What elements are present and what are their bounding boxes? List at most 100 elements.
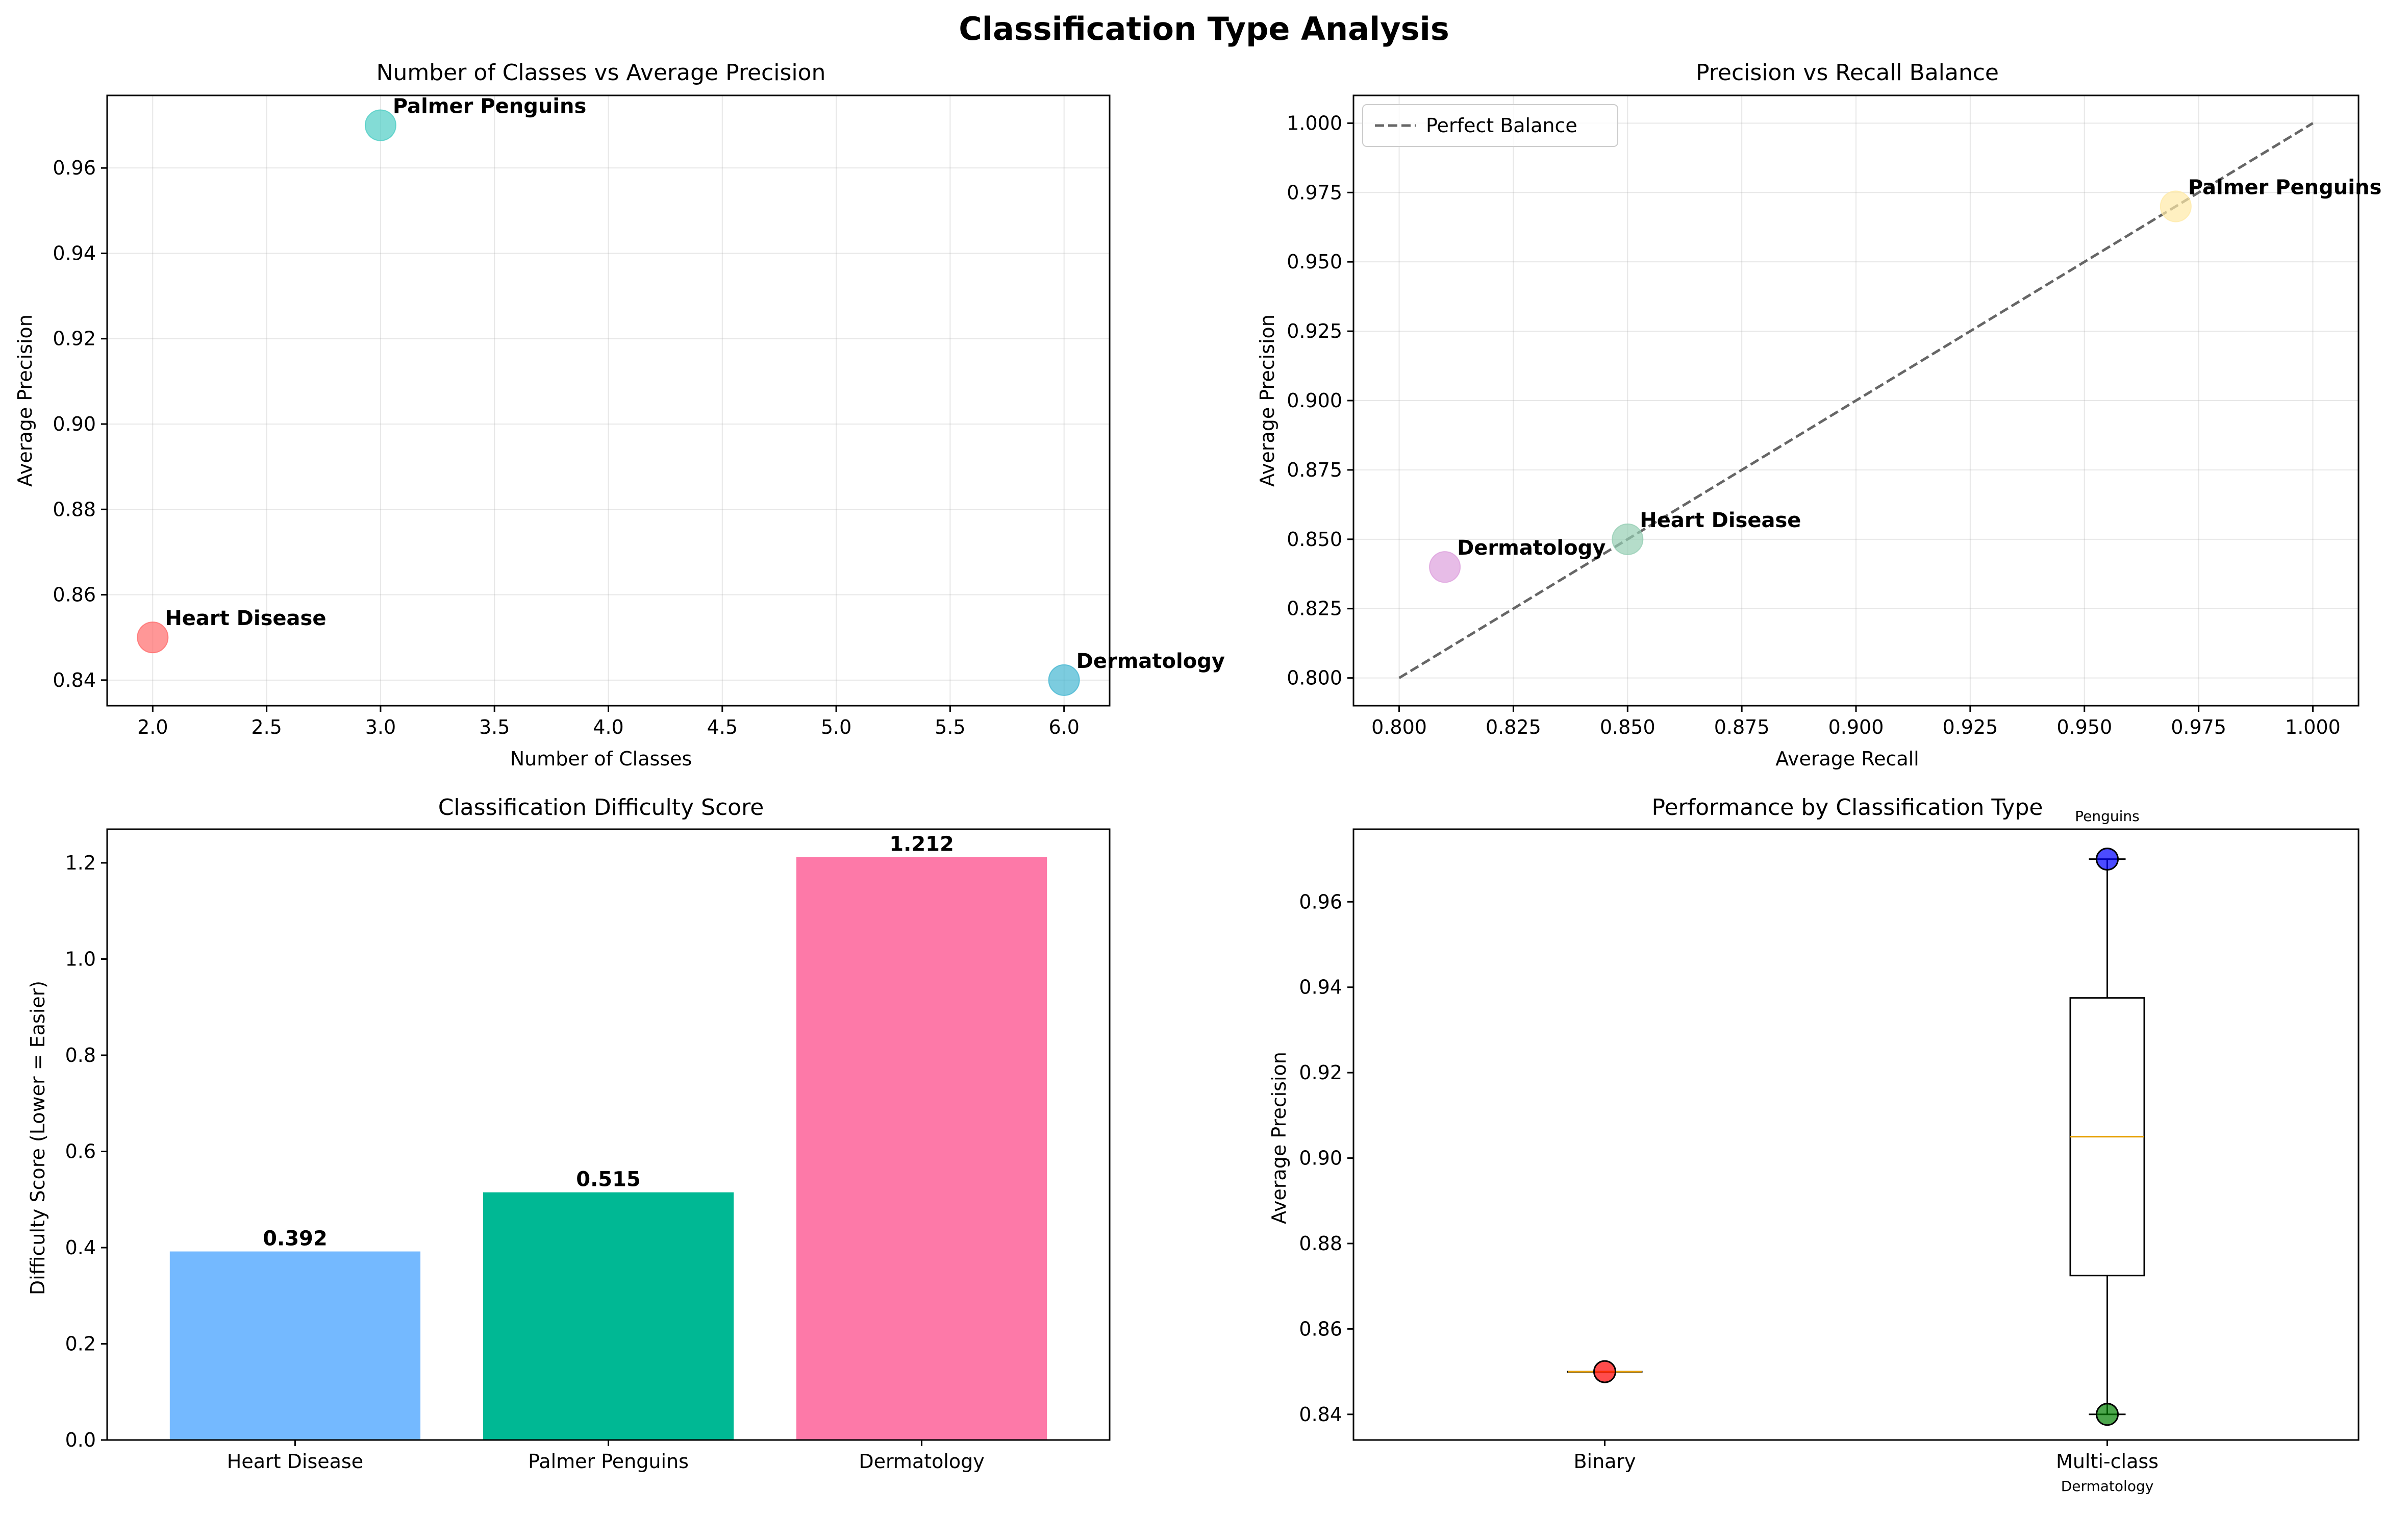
scatter-classes-point bbox=[137, 622, 169, 654]
scatter-classes-xtick-label: 5.5 bbox=[935, 716, 965, 738]
scatter-balance-ytick-label: 0.950 bbox=[1287, 251, 1342, 273]
scatter-balance-xtick-label: 0.850 bbox=[1600, 716, 1655, 738]
scatter-classes-point-label: Palmer Penguins bbox=[393, 95, 586, 118]
scatter-classes-panel: Number of Classes vs Average Precision N… bbox=[14, 60, 1225, 770]
bar-difficulty-category-label: Dermatology bbox=[859, 1450, 984, 1473]
box-type-title: Performance by Classification Type bbox=[1652, 794, 2043, 821]
bar-difficulty-ytick-label: 0.6 bbox=[65, 1140, 96, 1162]
bar-difficulty-ytick-label: 1.0 bbox=[65, 948, 96, 970]
scatter-balance-ytick-label: 0.900 bbox=[1287, 389, 1342, 412]
bar-difficulty-ytick-label: 0.8 bbox=[65, 1044, 96, 1066]
bar-difficulty-ytick-label: 0.4 bbox=[65, 1236, 96, 1259]
bar-difficulty-ytick-label: 0.2 bbox=[65, 1332, 96, 1355]
box-type-ytick-label: 0.86 bbox=[1299, 1318, 1342, 1340]
scatter-classes-axes-frame bbox=[106, 94, 1111, 707]
scatter-classes-xlabel: Number of Classes bbox=[510, 748, 692, 770]
bar-difficulty-value-label: 0.515 bbox=[576, 1168, 641, 1191]
scatter-balance-xlabel: Average Recall bbox=[1775, 748, 1919, 770]
box-type-ytick-label: 0.84 bbox=[1299, 1403, 1342, 1426]
scatter-balance-point bbox=[1429, 551, 1461, 583]
scatter-balance-point-label: Heart Disease bbox=[1640, 509, 1801, 532]
bar-difficulty-category-label: Palmer Penguins bbox=[528, 1450, 689, 1473]
scatter-classes-xtick-label: 3.0 bbox=[365, 716, 396, 738]
bar-difficulty-value-label: 1.212 bbox=[889, 833, 954, 856]
box-type-category-label: Multi-class bbox=[2056, 1450, 2159, 1473]
scatter-balance-xtick-label: 0.900 bbox=[1828, 716, 1884, 738]
scatter-classes-xtick-label: 4.5 bbox=[707, 716, 738, 738]
box-type-panel: Performance by Classification Type Avera… bbox=[1268, 794, 2360, 1495]
scatter-balance-xtick-label: 0.800 bbox=[1371, 716, 1427, 738]
legend-entry-perfect-balance: Perfect Balance bbox=[1426, 114, 1577, 137]
scatter-classes-xtick-label: 3.5 bbox=[479, 716, 510, 738]
scatter-balance-ytick-label: 0.800 bbox=[1287, 667, 1342, 689]
box-type-axes-frame bbox=[1352, 828, 2360, 1441]
scatter-balance-ytick-label: 0.875 bbox=[1287, 459, 1342, 481]
scatter-balance-xtick-label: 0.875 bbox=[1714, 716, 1770, 738]
scatter-classes-point-label: Dermatology bbox=[1076, 650, 1225, 673]
scatter-classes-ytick-label: 0.96 bbox=[53, 157, 96, 179]
box-type-point-label: Penguins bbox=[2075, 808, 2140, 825]
scatter-balance-title: Precision vs Recall Balance bbox=[1696, 60, 1999, 86]
box-type-point bbox=[2096, 848, 2119, 871]
scatter-balance-xtick-label: 1.000 bbox=[2285, 716, 2341, 738]
scatter-classes-point bbox=[364, 109, 396, 141]
box-type-point bbox=[1593, 1360, 1616, 1383]
bar-difficulty-ytick-label: 1.2 bbox=[65, 852, 96, 874]
scatter-balance-xtick-label: 0.925 bbox=[1942, 716, 1998, 738]
box-type-ytick-label: 0.92 bbox=[1299, 1061, 1342, 1084]
box-type-category-label: Binary bbox=[1573, 1450, 1636, 1473]
scatter-classes-ytick-label: 0.90 bbox=[53, 413, 96, 435]
box-type-ytick-label: 0.88 bbox=[1299, 1232, 1342, 1255]
scatter-classes-xtick-label: 2.0 bbox=[137, 716, 168, 738]
scatter-classes-xtick-label: 6.0 bbox=[1048, 716, 1079, 738]
scatter-balance-axes-frame bbox=[1352, 94, 2360, 707]
figure-suptitle: Classification Type Analysis bbox=[959, 10, 1449, 47]
scatter-classes-point bbox=[1048, 664, 1080, 696]
legend-box bbox=[1362, 104, 1618, 147]
scatter-classes-xtick-label: 2.5 bbox=[251, 716, 282, 738]
bar-difficulty-axes-frame bbox=[106, 828, 1111, 1441]
scatter-balance-xtick-label: 0.975 bbox=[2171, 716, 2226, 738]
box-type-ytick-label: 0.96 bbox=[1299, 890, 1342, 913]
scatter-balance-ytick-label: 0.825 bbox=[1287, 598, 1342, 620]
scatter-balance-point-label: Dermatology bbox=[1457, 536, 1606, 560]
bar-difficulty-panel: Classification Difficulty Score Difficul… bbox=[27, 794, 1111, 1473]
scatter-balance-point bbox=[2160, 190, 2192, 222]
scatter-balance-point bbox=[1612, 523, 1644, 555]
box-type-ylabel: Average Precision bbox=[1268, 1052, 1290, 1224]
bar-difficulty-ylabel: Difficulty Score (Lower = Easier) bbox=[27, 981, 49, 1295]
scatter-classes-xtick-label: 4.0 bbox=[593, 716, 623, 738]
bar-difficulty-bar bbox=[169, 1251, 421, 1440]
box-type-point-label: Dermatology bbox=[2061, 1478, 2154, 1495]
bar-difficulty-bar bbox=[483, 1192, 734, 1440]
bar-difficulty-category-label: Heart Disease bbox=[227, 1450, 363, 1473]
perfect-balance-line bbox=[1398, 122, 2314, 679]
scatter-balance-ytick-label: 0.975 bbox=[1287, 181, 1342, 204]
scatter-classes-title: Number of Classes vs Average Precision bbox=[377, 60, 826, 86]
scatter-balance-xtick-label: 0.825 bbox=[1486, 716, 1541, 738]
box-type-ytick-label: 0.94 bbox=[1299, 976, 1342, 999]
scatter-classes-ytick-label: 0.86 bbox=[53, 584, 96, 606]
legend: Perfect Balance bbox=[1362, 104, 1618, 147]
scatter-balance-ytick-label: 0.925 bbox=[1287, 320, 1342, 342]
scatter-balance-ytick-label: 0.850 bbox=[1287, 528, 1342, 551]
bar-difficulty-bar bbox=[796, 857, 1047, 1440]
box-type-point bbox=[2096, 1403, 2119, 1426]
scatter-balance-ytick-label: 1.000 bbox=[1287, 112, 1342, 134]
scatter-classes-point-label: Heart Disease bbox=[165, 607, 326, 630]
scatter-balance-ylabel: Average Precision bbox=[1256, 314, 1278, 487]
scatter-classes-xtick-label: 5.0 bbox=[821, 716, 851, 738]
box-type-ytick-label: 0.90 bbox=[1299, 1147, 1342, 1170]
scatter-balance-xtick-label: 0.950 bbox=[2056, 716, 2112, 738]
bar-difficulty-ytick-label: 0.0 bbox=[65, 1429, 96, 1451]
scatter-classes-ytick-label: 0.84 bbox=[53, 669, 96, 691]
scatter-balance-panel: Precision vs Recall Balance Average Reca… bbox=[1256, 60, 2381, 770]
scatter-balance-point-label: Palmer Penguins bbox=[2188, 176, 2381, 199]
bar-difficulty-title: Classification Difficulty Score bbox=[438, 794, 764, 821]
scatter-classes-ytick-label: 0.88 bbox=[53, 498, 96, 520]
scatter-classes-ytick-label: 0.92 bbox=[53, 328, 96, 350]
scatter-classes-ylabel: Average Precision bbox=[14, 314, 36, 487]
bar-difficulty-value-label: 0.392 bbox=[263, 1227, 328, 1251]
scatter-classes-ytick-label: 0.94 bbox=[53, 242, 96, 264]
